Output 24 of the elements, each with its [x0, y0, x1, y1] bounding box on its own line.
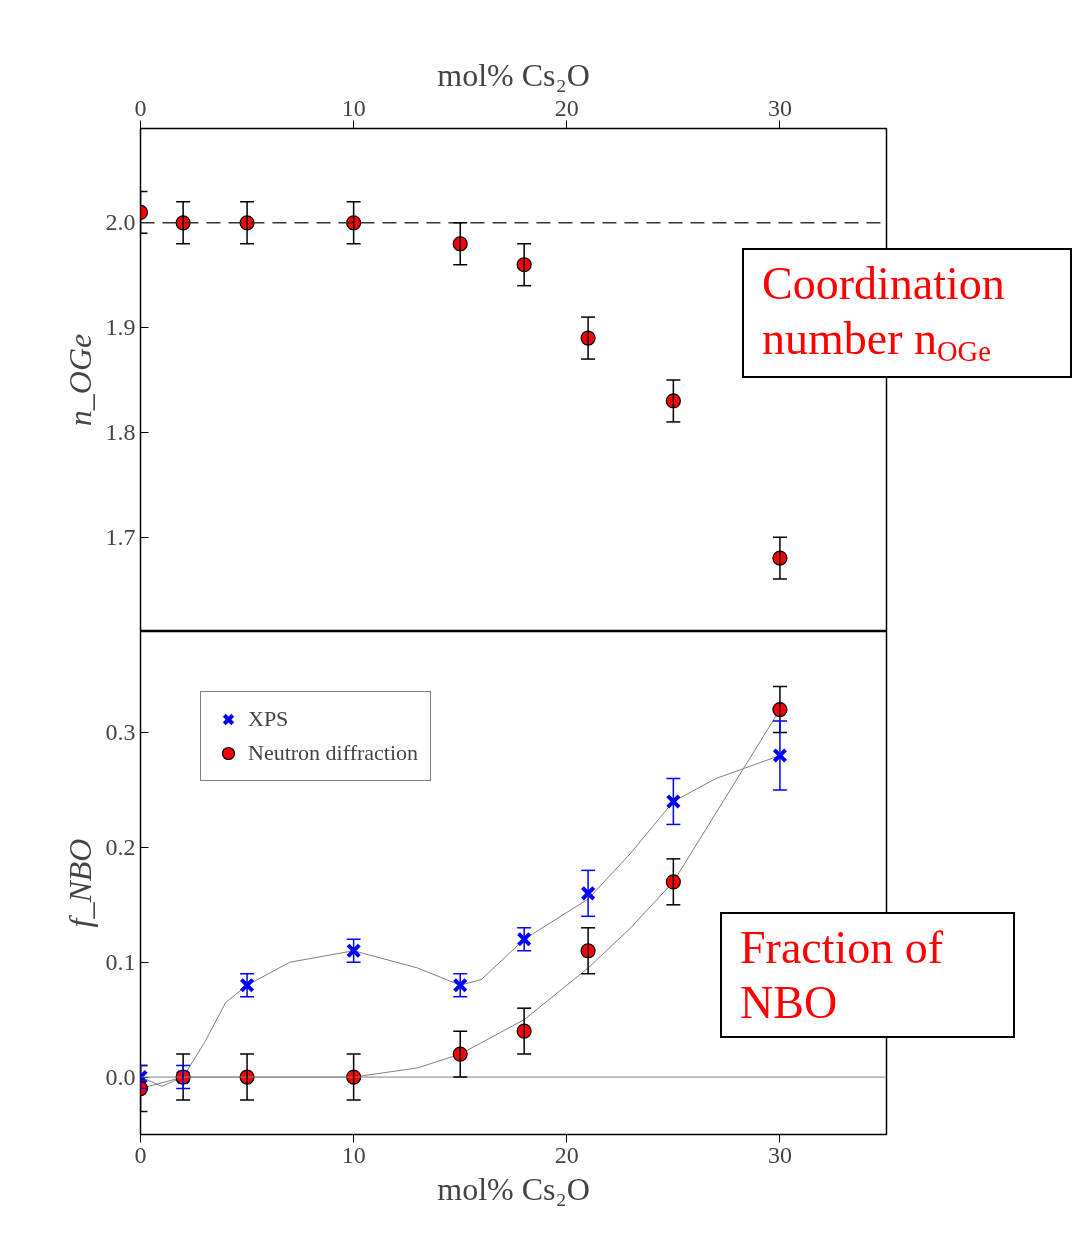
y-tick-label: 0.2: [105, 833, 136, 860]
x-tick-label: 0: [134, 94, 147, 121]
annotation: Fraction of NBO: [720, 912, 1015, 1039]
legend-label: Neutron diffraction: [248, 740, 419, 766]
x-tick-label: 0: [134, 1141, 147, 1168]
y-tick-label: 1.9: [105, 314, 136, 341]
y-axis-title: f_NBO: [61, 838, 98, 928]
x-tick-label: 30: [767, 1141, 792, 1168]
y-axis-title: n_OGe: [61, 333, 98, 427]
x-tick-label: 20: [554, 94, 579, 121]
y-tick-label: 2.0: [105, 209, 136, 236]
y-tick-label: 0.0: [105, 1063, 136, 1090]
y-tick-label: 0.3: [105, 719, 136, 746]
legend-label: XPS: [248, 706, 289, 732]
annotation: Coordination number n$_{OGe}$: [742, 248, 1072, 378]
y-tick-label: 1.8: [105, 418, 136, 445]
x-tick-label: 10: [341, 1141, 366, 1168]
x-tick-label: 10: [341, 94, 366, 121]
x-axis-title: mol% Cs₂O: [437, 56, 590, 93]
x-tick-label: 30: [767, 94, 792, 121]
y-tick-label: 1.7: [105, 523, 136, 550]
y-tick-label: 0.1: [105, 948, 136, 975]
x-axis-title: mol% Cs₂O: [437, 1170, 590, 1207]
x-tick-label: 20: [554, 1141, 579, 1168]
